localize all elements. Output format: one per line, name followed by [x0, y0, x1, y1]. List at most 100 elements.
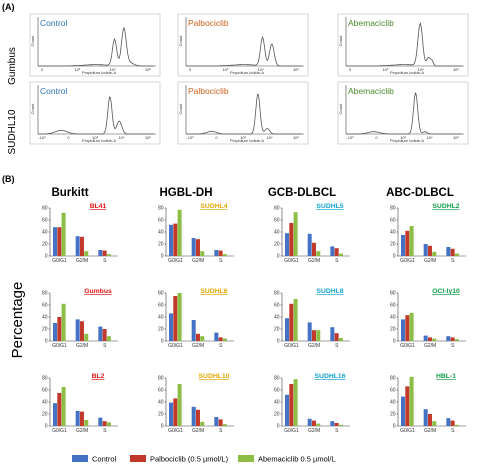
histogram-gumbus-control: Control Propidium Iodide-A Count 0 10³ 10⁴ 10⁵	[29, 13, 161, 77]
bar-y-tick-label: 40	[390, 400, 396, 406]
bar-s-abemaciclib	[454, 339, 459, 341]
bar-g2-m-control	[75, 411, 80, 426]
bar-g2-m-palbociclib	[79, 411, 84, 426]
bar-g2-m-palbociclib	[79, 236, 84, 256]
histogram-x-tick: 10³	[74, 67, 80, 72]
bar-s-control	[330, 327, 335, 341]
histogram-curve	[186, 36, 302, 67]
histogram-gumbus-abemaciclib: Abemaciclib Propidium Iodide-A Count 0 10³ 10…	[337, 13, 469, 77]
bar-s-abemaciclib	[106, 422, 111, 426]
bar-s-control	[446, 418, 451, 426]
histogram-x-tick: 10⁵	[293, 67, 299, 72]
histogram-treatment-label: Palbociclib	[188, 18, 229, 28]
bar-y-tick-label: 80	[158, 206, 164, 212]
bar-g2-m-palbociclib	[427, 245, 432, 256]
chart-legend: Control Palbociclib (0.5 µmol/L) Abemacicl…	[72, 455, 336, 464]
bar-g2-m-abemaciclib	[200, 421, 205, 426]
bar-g2-m-abemaciclib	[316, 330, 321, 341]
bar-g2-m-abemaciclib	[432, 421, 437, 426]
histogram-y-label: Count	[338, 103, 343, 115]
histogram-x-tick: 10⁵	[453, 67, 459, 72]
bar-x-tick-label: S	[103, 343, 107, 349]
histogram-x-tick: 0	[375, 135, 378, 140]
group-title-gcb-dlbcl: GCB-DLBCL	[268, 187, 336, 199]
bar-y-tick-label: 0	[277, 424, 280, 430]
histogram-grid: Control Propidium Iodide-A Count 0 10³ 10⁴ 10⁵…	[29, 13, 469, 145]
bar-g2-m-abemaciclib	[84, 420, 89, 426]
bar-y-tick-label: 60	[158, 388, 164, 394]
histogram-sudhl10-control: Control Propidium Iodide-A Count -10³ 0 10³ 10…	[29, 81, 161, 145]
bar-y-tick-label: 0	[161, 254, 164, 260]
bar-chart-oci-ly10: 0 20 40 60 80 G0/G1 G2/M S OCI-ly10	[390, 288, 466, 349]
histogram-x-label: Propidium Iodide-A	[390, 138, 424, 143]
bar-x-tick-label: G0/G1	[284, 343, 299, 349]
bar-y-tick-label: 40	[158, 315, 164, 321]
legend-swatch	[72, 455, 88, 462]
bar-y-tick-label: 20	[42, 242, 48, 248]
histogram-treatment-label: Control	[40, 86, 68, 96]
bar-g0-g1-control	[169, 224, 173, 256]
histogram-y-label: Count	[30, 103, 35, 115]
cell-line-name: OCI-ly10	[432, 288, 460, 295]
bar-g0-g1-palbociclib	[173, 296, 178, 341]
cell-line-name: SUDHL8	[316, 288, 343, 295]
bar-g2-m-palbociclib	[311, 420, 316, 426]
bar-s-control	[98, 250, 103, 256]
bar-s-abemaciclib	[454, 253, 459, 256]
bar-y-tick-label: 0	[45, 424, 48, 430]
histogram-x-tick: 10⁴	[258, 67, 264, 72]
bar-y-tick-label: 60	[274, 303, 280, 309]
bar-g2-m-control	[307, 418, 312, 426]
bar-g2-m-control	[307, 322, 312, 341]
bar-y-tick-label: 80	[158, 291, 164, 297]
bar-s-control	[214, 332, 219, 341]
bar-y-tick-label: 20	[158, 242, 164, 248]
bar-y-tick-label: 80	[390, 206, 396, 212]
bar-g0-g1-control	[169, 402, 173, 426]
histogram-x-tick: 10⁵	[453, 135, 459, 140]
bar-chart-bl41: 0 20 40 60 80 G0/G1 G2/M S BL41	[42, 203, 118, 264]
histogram-x-tick: 0	[67, 135, 70, 140]
bar-g0-g1-abemaciclib	[293, 212, 298, 256]
bar-y-tick-label: 40	[158, 230, 164, 236]
bar-s-abemaciclib	[338, 424, 343, 426]
legend-item-control: Control	[72, 455, 117, 464]
bar-s-control	[330, 421, 335, 426]
bar-y-tick-label: 0	[393, 339, 396, 345]
bar-s-control	[446, 247, 451, 256]
histogram-x-tick: 10³	[222, 67, 228, 72]
bar-g2-m-abemaciclib	[316, 423, 321, 426]
group-title-abc-dlbcl: ABC-DLBCL	[386, 187, 454, 199]
bar-y-tick-label: 0	[45, 254, 48, 260]
bar-x-tick-label: G2/M	[424, 258, 436, 264]
bar-y-tick-label: 0	[161, 424, 164, 430]
histogram-curve	[346, 92, 462, 135]
bar-g0-g1-control	[285, 394, 289, 426]
bar-y-tick-label: 20	[274, 327, 280, 333]
bar-x-tick-label: G2/M	[76, 428, 88, 434]
histogram-x-tick: 10⁴	[110, 67, 116, 72]
bar-y-tick-label: 80	[42, 376, 48, 382]
bar-x-tick-label: S	[219, 258, 223, 264]
bar-y-tick-label: 20	[390, 327, 396, 333]
bar-x-tick-label: G0/G1	[52, 343, 67, 349]
cell-line-name: Gumbus	[84, 288, 112, 295]
bar-y-tick-label: 60	[390, 218, 396, 224]
bar-s-palbociclib	[450, 248, 455, 256]
bar-s-palbociclib	[218, 250, 223, 256]
bar-s-palbociclib	[334, 423, 339, 426]
histogram-x-tick: 10³	[240, 135, 246, 140]
histogram-x-tick: 10⁴	[418, 67, 424, 72]
bar-y-tick-label: 40	[390, 315, 396, 321]
row-label-gumbus: Gumbus	[7, 47, 18, 85]
bar-g0-g1-abemaciclib	[409, 226, 414, 256]
cell-line-name: SUDHL4	[200, 203, 227, 210]
bar-g2-m-palbociclib	[195, 333, 200, 341]
bar-g0-g1-control	[285, 233, 289, 256]
histogram-curve	[38, 26, 154, 67]
histogram-y-label: Count	[338, 35, 343, 47]
bar-g2-m-control	[423, 409, 428, 426]
bar-g0-g1-palbociclib	[57, 393, 62, 426]
legend-swatch	[130, 455, 146, 462]
